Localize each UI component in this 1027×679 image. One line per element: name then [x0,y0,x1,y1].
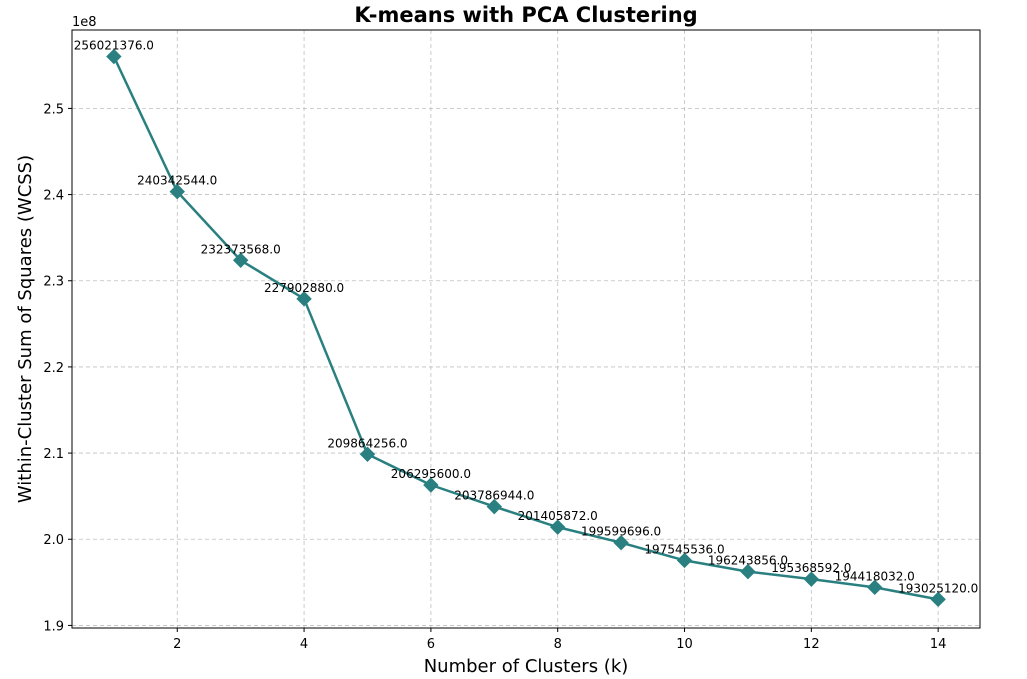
data-label: 206295600.0 [391,467,471,481]
data-point [359,446,376,462]
x-tick-label: 14 [930,637,947,652]
data-label: 209864256.0 [327,436,407,450]
data-point [106,48,122,65]
data-point [676,552,693,569]
y-tick-label: 2.1 [43,447,64,462]
data-point [740,563,756,580]
y-tick-label: 2.3 [43,275,64,290]
data-point [549,519,566,535]
data-point [423,477,439,493]
chart-title: K-means with PCA Clustering [354,3,697,27]
data-label: 196243856.0 [708,554,788,568]
data-point [930,591,946,608]
x-tick-label: 10 [676,637,693,652]
x-tick-label: 6 [427,637,435,652]
y-tick-label: 2.5 [43,102,64,117]
y-tick-label: 1.9 [43,619,64,634]
y-tick-label: 2.2 [43,361,64,376]
y-tick-label: 2.4 [43,189,64,204]
y-axis-offset-label: 1e8 [72,15,97,30]
data-label: 240342544.0 [137,174,217,188]
x-tick-label: 4 [300,637,308,652]
data-label: 199599696.0 [581,525,661,539]
x-axis: 2 4 6 8 10 12 14 [173,628,946,652]
data-point [803,571,820,587]
data-label: 194418032.0 [835,569,915,583]
series-line [112,55,939,601]
data-label: 193025120.0 [898,581,978,595]
data-label: 201405872.0 [518,509,598,523]
data-label: 232373568.0 [201,242,281,256]
x-tick-label: 8 [554,637,562,652]
series-wcss [106,48,946,608]
data-point [296,291,312,307]
data-label: 227902880.0 [264,281,344,295]
x-axis-label: Number of Clusters (k) [424,656,629,677]
data-label: 195368592.0 [771,561,851,575]
y-axis-label: Within-Cluster Sum of Squares (WCSS) [15,155,36,503]
data-point [232,252,249,269]
y-tick-label: 2.0 [43,533,64,548]
x-tick-label: 12 [803,637,820,652]
data-label: 203786944.0 [454,489,534,503]
plot-frame [71,29,981,629]
x-tick-label: 2 [173,637,181,652]
data-point [613,534,629,551]
y-axis: 1.9 2.0 2.1 2.2 2.3 2.4 2.5 [43,102,72,634]
data-label: 256021376.0 [74,39,154,53]
data-label: 197545536.0 [644,542,724,556]
data-point [486,498,503,515]
data-point [867,579,883,596]
data-point [169,183,185,200]
data-labels: 256021376.0 240342544.0 232373568.0 2279028… [74,39,978,596]
